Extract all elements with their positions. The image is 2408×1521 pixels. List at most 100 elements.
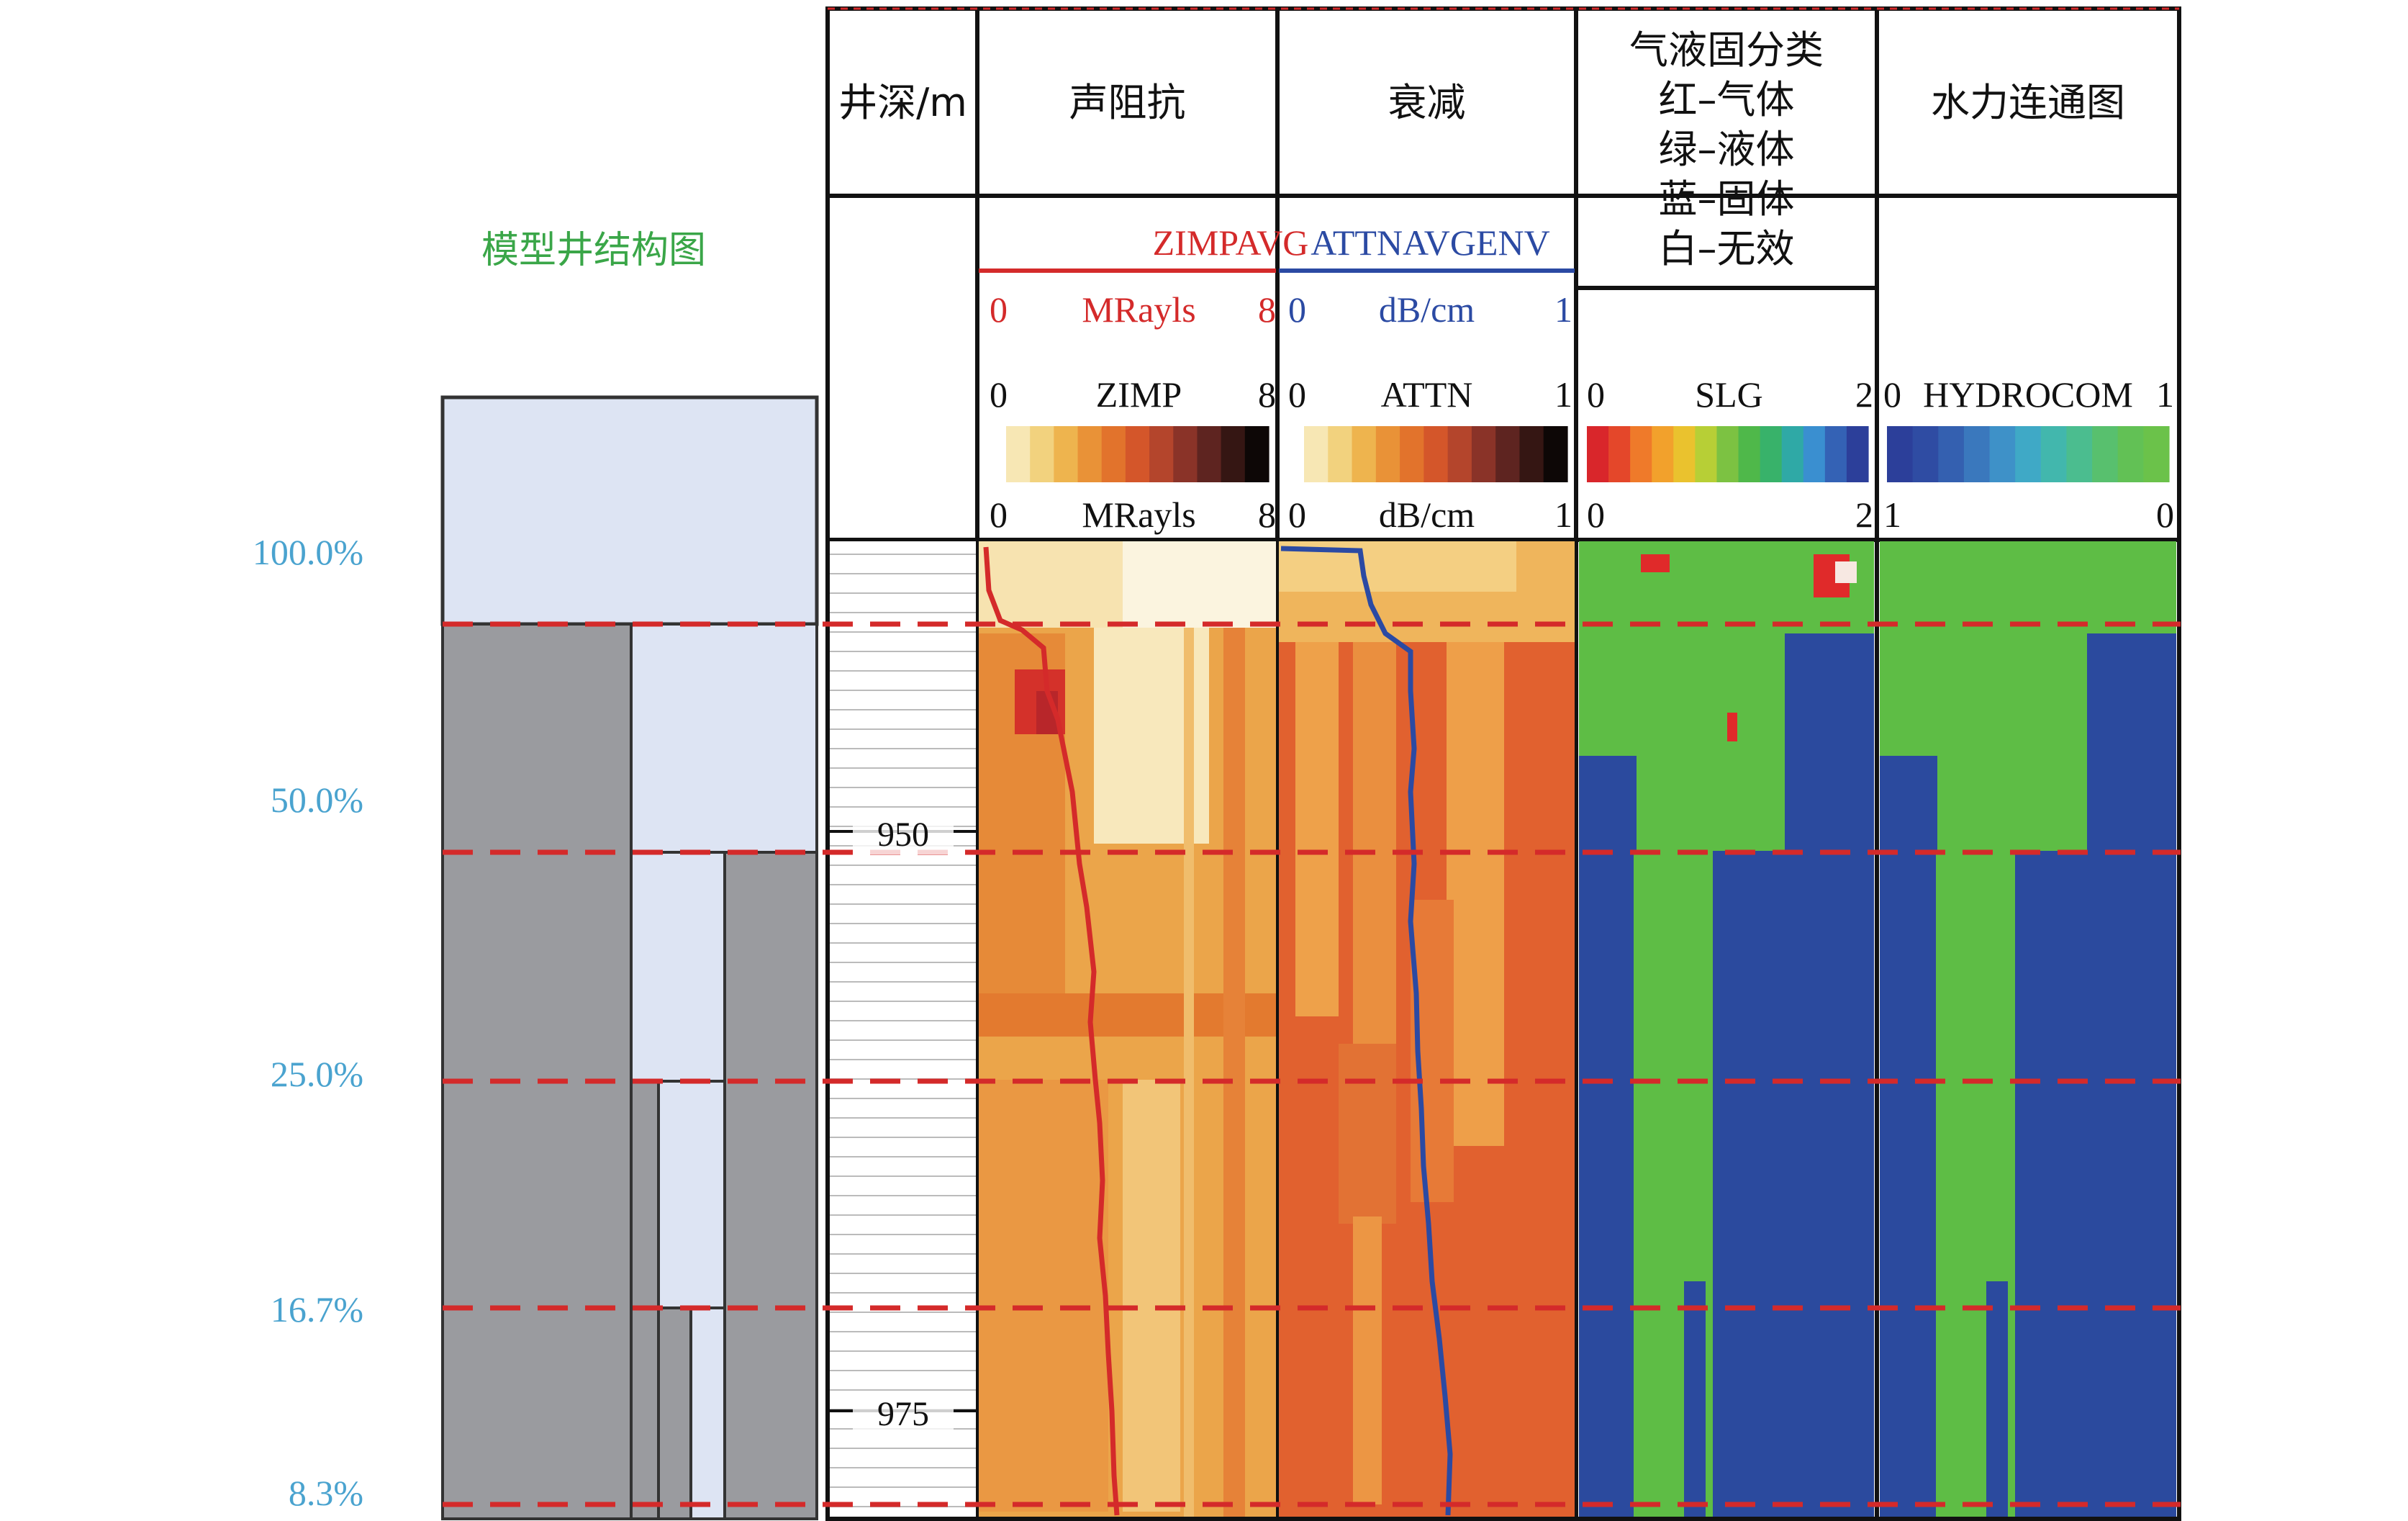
casing-step-1	[630, 1080, 660, 1520]
depth-tick-950: 950	[853, 815, 954, 854]
percent-label-50: 50.0%	[270, 780, 363, 820]
colorbar-swatch	[1912, 426, 1939, 482]
hydrocom-bottom-min: 1	[1883, 495, 1901, 535]
impedance-image-min: 0	[990, 374, 1008, 415]
colorbar-swatch	[1587, 426, 1609, 482]
model-title: 模型井结构图	[481, 229, 706, 272]
attenuation-image-max: 1	[1554, 374, 1572, 415]
impedance-curve-max: 8	[1258, 289, 1276, 330]
log-frame	[825, 6, 2181, 1521]
legend-gas: 红–气体	[1658, 76, 1795, 122]
colorbar-swatch	[1963, 426, 1991, 482]
impedance-image-name: ZIMP	[1095, 374, 1182, 415]
slg-top-max: 2	[1855, 374, 1873, 415]
colorbar-swatch	[1846, 426, 1869, 482]
colorbar-swatch	[2092, 426, 2119, 482]
colorbar-swatch	[1673, 426, 1696, 482]
classification-header-line: 气液固分类	[1629, 27, 1824, 73]
legend-liquid: 绿–液体	[1658, 126, 1795, 172]
hydrocom-colorbar	[1887, 426, 2170, 482]
colorbar-swatch	[1197, 426, 1222, 482]
bore-50	[630, 623, 818, 854]
colorbar-swatch	[1101, 426, 1126, 482]
colorbar-swatch	[1328, 426, 1353, 482]
colorbar-swatch	[1471, 426, 1496, 482]
legend-invalid: 白–无效	[1658, 226, 1795, 272]
attenuation-bar-unit: dB/cm	[1378, 495, 1475, 535]
colorbar-swatch	[1423, 426, 1449, 482]
colorbar-swatch	[1652, 426, 1674, 482]
colorbar-swatch	[1803, 426, 1826, 482]
colorbar-swatch	[1630, 426, 1652, 482]
impedance-image-max: 8	[1258, 374, 1276, 415]
impedance-column-header: 声阻抗	[1069, 79, 1186, 125]
percent-label-8-3: 8.3%	[288, 1473, 363, 1513]
depth-tick-975: 975	[853, 1394, 954, 1434]
hydrocom-bottom-max: 0	[2156, 495, 2174, 535]
hydrocom-image	[1880, 541, 2176, 1517]
bore-25	[630, 851, 726, 1083]
classification-column-header: 气液固分类 红–气体 绿–液体 蓝–固体 白–无效	[1578, 11, 1875, 288]
colorbar-swatch	[1149, 426, 1174, 482]
colorbar-swatch	[1989, 426, 2016, 482]
colorbar-swatch	[1077, 426, 1103, 482]
colorbar-swatch	[1519, 426, 1544, 482]
impedance-curve-min: 0	[990, 289, 1008, 330]
slg-bottom-min: 0	[1587, 495, 1605, 535]
hydrocom-image-name: HYDROCOM	[1923, 374, 2133, 415]
attenuation-colorbar	[1304, 426, 1568, 482]
colorbar-swatch	[1760, 426, 1783, 482]
attenuation-curve-max: 1	[1554, 289, 1572, 330]
casing-right	[723, 851, 818, 1520]
colorbar-swatch	[1221, 426, 1246, 482]
colorbar-swatch	[1608, 426, 1631, 482]
attenuation-bar-max: 1	[1554, 495, 1572, 535]
impedance-bar-max: 8	[1258, 495, 1276, 535]
impedance-colorbar	[1006, 426, 1269, 482]
depth-track	[830, 541, 976, 1517]
colorbar-swatch	[1781, 426, 1804, 482]
bore-16-7	[657, 1080, 726, 1309]
colorbar-swatch	[1400, 426, 1424, 482]
colorbar-swatch	[1887, 426, 1914, 482]
colorbar-swatch	[1824, 426, 1847, 482]
impedance-bar-min: 0	[990, 495, 1008, 535]
hydraulic-column-header: 水力连通图	[1931, 79, 2125, 125]
attenuation-curve-min: 0	[1288, 289, 1306, 330]
slg-bottom-max: 2	[1855, 495, 1873, 535]
colorbar-swatch	[1716, 426, 1739, 482]
colorbar-swatch	[1738, 426, 1761, 482]
slg-top-min: 0	[1587, 374, 1605, 415]
colorbar-swatch	[2015, 426, 2042, 482]
attenuation-curve-name: ATTNAVGENV	[1311, 222, 1550, 263]
colorbar-swatch	[2040, 426, 2068, 482]
attenuation-column-header: 衰减	[1388, 79, 1466, 125]
bore-8-3	[689, 1306, 726, 1520]
colorbar-swatch	[1304, 426, 1329, 482]
attenuation-curve-unit: dB/cm	[1378, 289, 1475, 330]
percent-label-16-7: 16.7%	[270, 1289, 363, 1330]
section-dividers	[443, 621, 2181, 1507]
slg-image	[1579, 541, 1874, 1517]
colorbar-swatch	[1543, 426, 1568, 482]
hydrocom-top-min: 0	[1883, 374, 1901, 415]
colorbar-swatch	[1030, 426, 1054, 482]
legend-solid: 蓝–固体	[1658, 176, 1795, 222]
impedance-bar-unit: MRayls	[1082, 495, 1196, 535]
colorbar-swatch	[1173, 426, 1198, 482]
colorbar-swatch	[1695, 426, 1718, 482]
percent-label-25: 25.0%	[270, 1054, 363, 1094]
colorbar-swatch	[2117, 426, 2144, 482]
attenuation-image	[1279, 541, 1575, 1517]
percent-label-100: 100.0%	[252, 532, 363, 572]
impedance-image	[979, 541, 1276, 1517]
casing-step-2	[657, 1306, 692, 1520]
colorbar-swatch	[1375, 426, 1400, 482]
colorbar-swatch	[1006, 426, 1031, 482]
attenuation-image-name: ATTN	[1380, 374, 1473, 415]
hydrocom-top-max: 1	[2156, 374, 2174, 415]
colorbar-swatch	[1938, 426, 1965, 482]
colorbar-swatch	[1125, 426, 1150, 482]
top-bore-section	[440, 395, 819, 626]
